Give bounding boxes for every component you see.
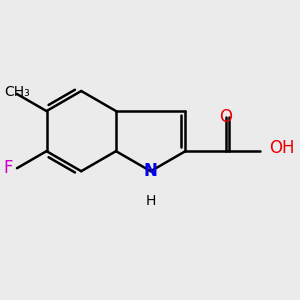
Text: N: N [144,162,158,180]
Text: F: F [4,159,13,177]
Text: CH₃: CH₃ [4,85,30,100]
Text: H: H [146,194,156,208]
Text: OH: OH [269,139,294,157]
Text: O: O [219,108,232,126]
